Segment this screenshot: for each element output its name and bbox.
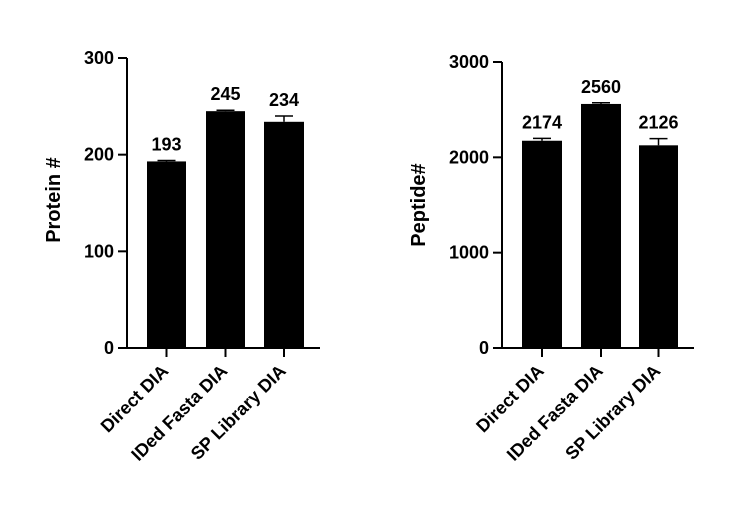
- y-tick-label: 300: [84, 48, 114, 68]
- bar: [522, 140, 562, 348]
- data-label: 2560: [581, 77, 621, 97]
- y-tick-label: 3000: [449, 52, 489, 72]
- data-label: 2126: [638, 113, 678, 133]
- bar: [264, 121, 304, 348]
- y-tick-label: 100: [84, 241, 114, 261]
- data-label: 193: [151, 134, 181, 154]
- bar: [581, 103, 621, 349]
- y-tick-label: 2000: [449, 147, 489, 167]
- y-axis-title: Peptide#: [408, 163, 430, 246]
- data-label: 245: [210, 84, 240, 104]
- bar: [206, 111, 245, 349]
- data-label: 234: [269, 90, 299, 110]
- y-tick-label: 1000: [449, 243, 489, 263]
- y-axis-title: Protein #: [43, 157, 65, 243]
- data-label: 2174: [522, 112, 562, 132]
- bar: [147, 161, 186, 348]
- bar: [639, 145, 678, 348]
- y-tick-label: 200: [84, 145, 114, 165]
- y-tick-label: 0: [104, 338, 114, 358]
- y-tick-label: 0: [479, 338, 489, 358]
